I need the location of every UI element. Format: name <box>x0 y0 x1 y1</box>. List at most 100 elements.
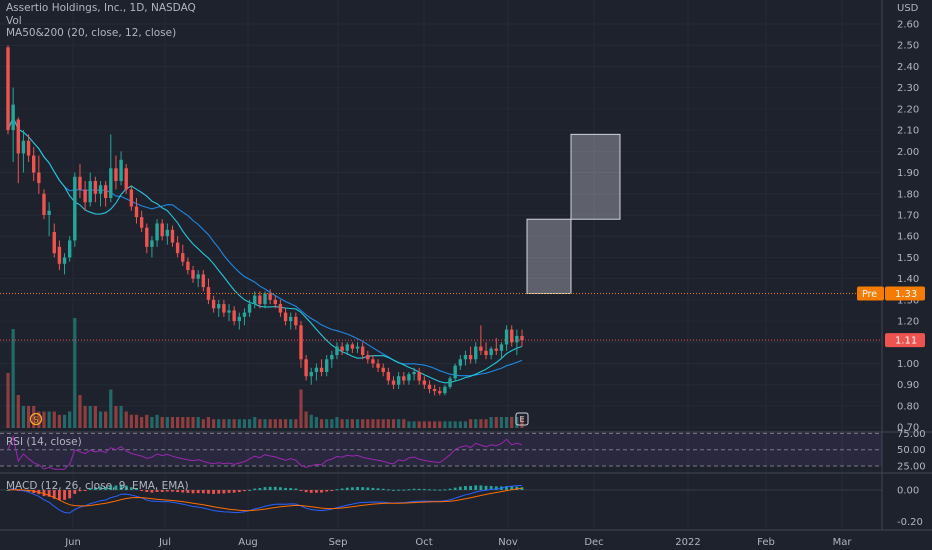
macd-histogram-bar <box>160 490 164 493</box>
candle-body <box>458 359 463 366</box>
macd-histogram-bar <box>294 488 298 490</box>
macd-histogram-bar <box>6 490 10 491</box>
volume-bar <box>258 419 262 428</box>
volume-bar <box>191 417 195 428</box>
volume-bar <box>381 419 385 428</box>
candle-body <box>242 312 247 317</box>
macd-histogram-bar <box>428 489 431 491</box>
macd-histogram-bar <box>165 490 169 492</box>
premarket-price-bg <box>885 286 925 301</box>
candle-body <box>109 168 113 199</box>
macd-histogram-bar <box>361 487 365 490</box>
volume-bar <box>299 389 303 428</box>
candle-body <box>119 159 123 182</box>
candle-body <box>360 346 365 356</box>
volume-bar <box>109 389 113 428</box>
macd-histogram-bar <box>320 490 323 493</box>
candle-body <box>427 384 432 389</box>
candle-body <box>412 372 416 375</box>
ma-slow-line <box>7 115 523 377</box>
time-tick-label: Sep <box>329 537 348 548</box>
ma-fast-line <box>7 115 523 384</box>
candle-body <box>504 329 509 345</box>
currency-label: USD <box>897 3 919 14</box>
volume-bar <box>237 419 241 428</box>
candle-body <box>350 344 355 349</box>
volume-bar <box>438 421 442 428</box>
symbol-title[interactable]: Assertio Holdings, Inc., 1D, NASDAQ <box>6 2 196 14</box>
volume-bar <box>47 411 51 428</box>
volume-label[interactable]: Vol <box>6 15 22 27</box>
candle-body <box>484 350 488 356</box>
candle-body <box>386 372 391 381</box>
price-tick-label: 2.50 <box>897 41 919 52</box>
volume-bar <box>397 419 401 428</box>
time-tick-label: Aug <box>238 537 258 548</box>
volume-bar <box>232 419 236 428</box>
volume-bar <box>366 419 370 428</box>
price-tick-label: 1.00 <box>897 359 919 370</box>
candle-body <box>407 374 411 381</box>
macd-histogram-bar <box>474 485 478 490</box>
macd-histogram-bar <box>150 490 154 493</box>
candle-body <box>417 372 421 381</box>
macd-histogram-bar <box>330 490 334 491</box>
volume-bar <box>26 406 31 428</box>
volume-bar <box>227 419 231 428</box>
candle-body <box>345 344 349 351</box>
macd-label[interactable]: MACD (12, 26, close, 9, EMA, EMA) <box>6 480 189 492</box>
volume-bar <box>520 417 524 428</box>
candle-body <box>93 181 98 194</box>
candle-body <box>150 240 154 247</box>
candle-body <box>175 242 180 254</box>
ma-label[interactable]: MA50&200 (20, close, 12, close) <box>6 27 177 39</box>
volume-bar <box>278 419 283 428</box>
volume-bar <box>355 419 360 428</box>
macd-tick-label: -0.20 <box>897 517 923 528</box>
macd-histogram-bar <box>114 485 118 490</box>
volume-bar <box>294 419 298 428</box>
price-tick-label: 0.80 <box>897 401 919 412</box>
candle-body <box>67 240 72 258</box>
macd-signal-line <box>7 487 523 512</box>
candle-body <box>155 223 159 241</box>
macd-histogram-bar <box>386 489 390 491</box>
time-tick-label: Mar <box>833 537 853 548</box>
candle-body <box>330 355 334 360</box>
macd-histogram-bar <box>325 490 329 492</box>
macd-histogram-bar <box>489 486 493 490</box>
candle-body <box>309 372 313 377</box>
macd-histogram-bar <box>279 487 282 490</box>
candle-body <box>432 388 437 392</box>
macd-histogram-bar <box>222 490 226 494</box>
candle-body <box>191 270 195 279</box>
candle-body <box>145 227 149 247</box>
price-tick-label: 2.60 <box>897 20 919 31</box>
volume-bar <box>479 419 483 428</box>
macd-histogram-bar <box>140 490 144 491</box>
macd-histogram-bar <box>479 485 483 490</box>
projection-box-1 <box>526 218 572 294</box>
candle-body <box>237 316 241 322</box>
macd-histogram-bar <box>273 486 277 490</box>
volume-bar <box>263 419 267 428</box>
macd-histogram-bar <box>155 490 159 492</box>
last-price-bg <box>885 333 925 348</box>
volume-bar <box>52 411 56 428</box>
macd-histogram-bar <box>227 490 231 493</box>
macd-histogram-bar <box>73 490 77 494</box>
candle-body <box>366 355 370 360</box>
candle-body <box>201 274 206 288</box>
candle-body <box>37 172 41 184</box>
candle-body <box>283 312 288 322</box>
price-tick-label: 2.00 <box>897 147 919 158</box>
rsi-label[interactable]: RSI (14, close) <box>6 436 82 448</box>
volume-bar <box>340 419 344 428</box>
volume-bar <box>201 419 205 428</box>
macd-histogram-bar <box>93 487 97 490</box>
volume-bar <box>165 417 169 428</box>
candle-body <box>62 257 67 264</box>
volume-bar <box>335 417 339 428</box>
volume-bar <box>433 421 437 428</box>
